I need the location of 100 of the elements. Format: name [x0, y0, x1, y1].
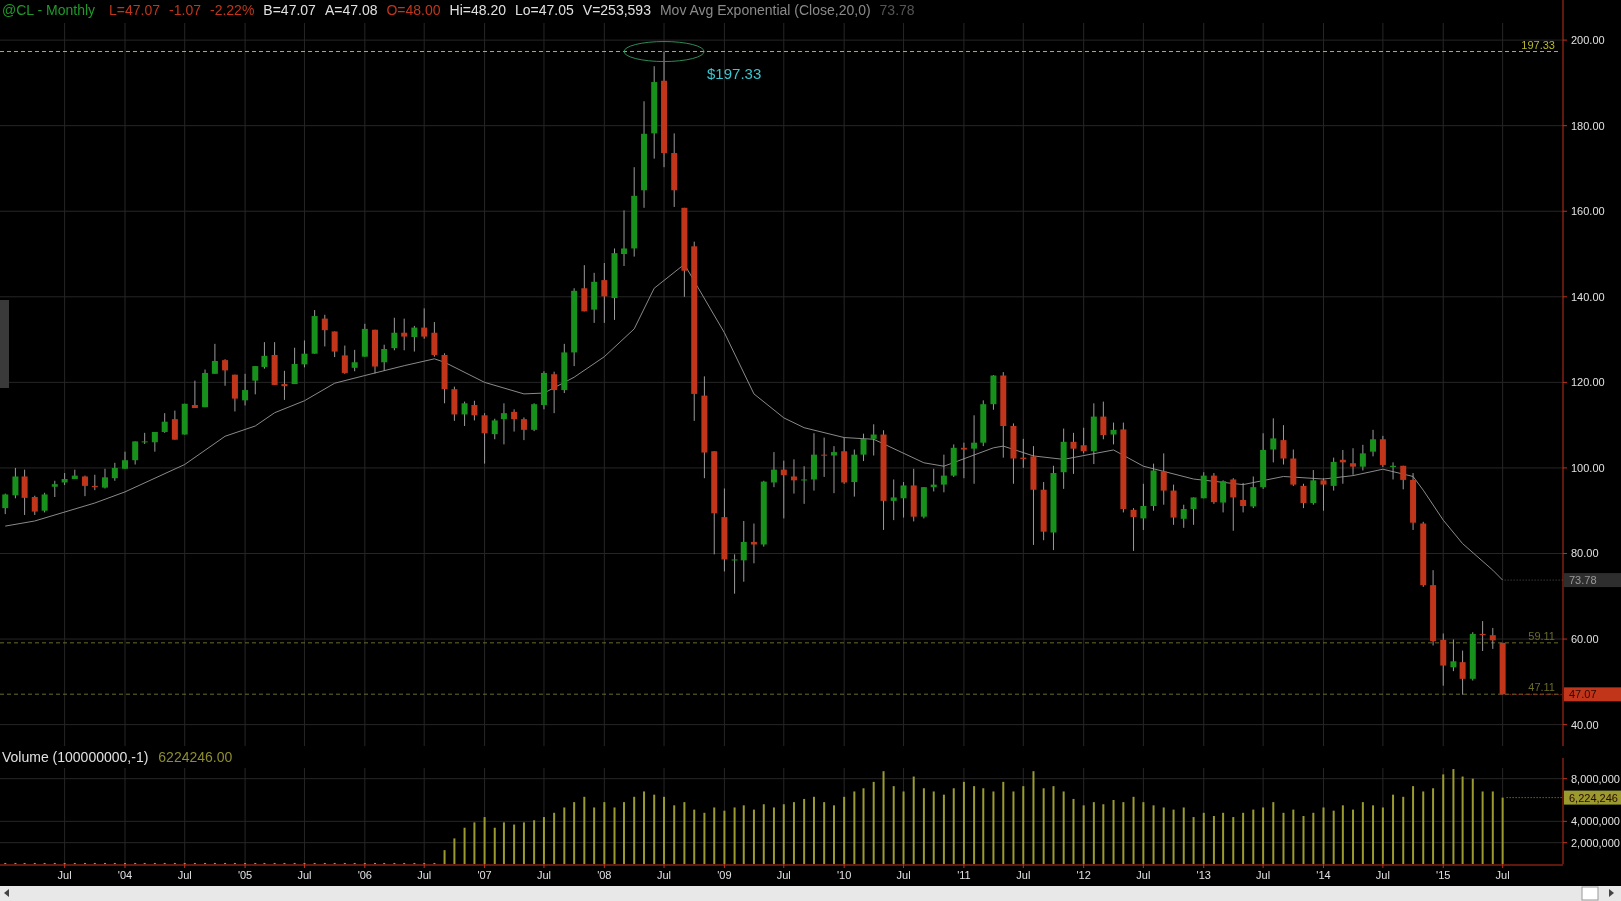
candlestick: [161, 412, 168, 434]
bar: [882, 771, 885, 864]
candlestick: [331, 330, 338, 358]
bar: [803, 798, 806, 864]
candlestick: [281, 370, 288, 401]
x-tick-label: Jul: [177, 869, 192, 881]
bar: [693, 809, 696, 864]
candlestick: [211, 343, 218, 375]
bar: [483, 817, 486, 864]
candlestick: [601, 262, 608, 324]
bar: [1262, 807, 1265, 864]
candlestick: [830, 445, 837, 494]
candlestick: [750, 523, 757, 564]
text: Mov Avg Exponential (Close,20,0): [659, 2, 871, 18]
bar: [1322, 807, 1325, 864]
candlestick: [341, 345, 348, 375]
candlestick: [141, 432, 148, 445]
text: Lo=47.05: [515, 2, 575, 18]
candlestick: [381, 344, 388, 372]
bar: [522, 822, 525, 864]
bar: [1212, 816, 1215, 864]
bar: [623, 802, 626, 864]
x-tick-label: Jul: [417, 869, 432, 881]
bar: [723, 810, 726, 864]
bar: [742, 805, 745, 864]
bar: [792, 802, 795, 864]
bar: [573, 802, 576, 864]
ref-line-label: 197.33: [1521, 38, 1555, 51]
bar: [463, 827, 466, 864]
x-tick-label: '07: [477, 869, 492, 881]
y-tick-label: 4,000,000: [1571, 815, 1620, 828]
x-tick-label: '13: [1196, 869, 1211, 881]
candlestick: [1190, 496, 1197, 526]
bar: [643, 791, 646, 864]
candlestick: [870, 423, 877, 457]
candlestick: [900, 481, 907, 519]
bar: [982, 788, 985, 864]
bar: [493, 827, 496, 864]
bar: [633, 796, 636, 864]
bar: [563, 807, 566, 864]
bar: [703, 812, 706, 864]
x-tick-label: Jul: [57, 869, 72, 881]
chart-title: @CL - Monthly: [2, 2, 96, 18]
bar: [1012, 791, 1015, 864]
bar: [1132, 796, 1135, 864]
x-tick-label: Jul: [1136, 869, 1151, 881]
candlestick: [222, 358, 229, 387]
y-tick-label: 200.00: [1571, 34, 1605, 47]
candlestick: [1180, 504, 1187, 529]
x-tick-label: Jul: [657, 869, 672, 881]
candlestick: [31, 495, 38, 516]
y-tick-label: 60.00: [1571, 633, 1599, 646]
bar: [1252, 809, 1255, 864]
bar: [1412, 786, 1415, 864]
bar: [992, 791, 995, 864]
text: 6224246.00: [158, 749, 233, 765]
candlestick: [731, 553, 738, 595]
x-tick-label: '12: [1076, 869, 1091, 881]
x-tick-label: Jul: [1256, 869, 1271, 881]
y-tick-label: 40.00: [1571, 718, 1599, 731]
y-tick-label: 8,000,000: [1571, 772, 1620, 785]
candlestick: [491, 418, 498, 440]
bar: [1182, 807, 1185, 864]
candlestick: [770, 451, 777, 488]
bar: [593, 807, 596, 864]
bar: [1242, 812, 1245, 864]
candlestick: [1080, 427, 1087, 454]
bar: [1501, 797, 1504, 864]
candlestick: [401, 318, 408, 351]
candlestick: [581, 264, 588, 312]
y-tick-label: 140.00: [1571, 290, 1605, 303]
bar: [1381, 807, 1384, 864]
bar: [1172, 809, 1175, 864]
bar: [1341, 805, 1344, 864]
text: B=47.07: [263, 2, 317, 18]
candlestick: [520, 416, 527, 441]
candlestick: [940, 454, 947, 493]
bar: [1302, 816, 1305, 864]
x-tick-label: '04: [117, 869, 133, 881]
x-tick-label: '11: [957, 869, 971, 881]
bar: [1032, 771, 1035, 864]
candlestick: [351, 349, 358, 372]
x-tick-label: Jul: [1375, 869, 1390, 881]
candlestick: [431, 321, 438, 358]
candlestick: [500, 402, 507, 445]
bar: [1432, 788, 1435, 864]
candlestick: [421, 307, 428, 340]
bar: [502, 822, 505, 864]
candlestick: [12, 467, 19, 499]
bar: [683, 802, 686, 864]
candlestick: [1280, 424, 1287, 465]
candlestick: [1320, 477, 1327, 512]
bar: [812, 796, 815, 864]
bar: [853, 791, 856, 864]
bar: [1222, 812, 1225, 864]
candlestick: [391, 317, 398, 351]
bar: [613, 807, 616, 864]
bar: [1232, 817, 1235, 864]
candlestick: [801, 465, 808, 505]
bar: [922, 788, 925, 864]
